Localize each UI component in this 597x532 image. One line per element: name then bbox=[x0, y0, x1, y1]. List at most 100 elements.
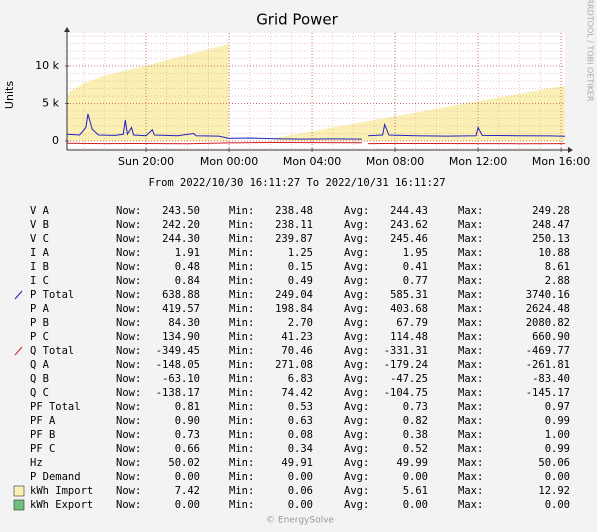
legend-value: -138.17 bbox=[156, 387, 200, 399]
period: From 2022/10/30 16:11:27 To 2022/10/31 1… bbox=[148, 177, 445, 189]
legend-column-label: Max: bbox=[458, 317, 483, 329]
legend-column-label: Min: bbox=[229, 289, 254, 301]
legend-value: 271.08 bbox=[275, 359, 313, 371]
x-tick-label: Mon 04:00 bbox=[283, 155, 341, 168]
side-label: RRDTOOL / TOBI OETIKER bbox=[586, 0, 595, 102]
legend-value: 585.31 bbox=[390, 289, 428, 301]
legend-column-label: Min: bbox=[229, 429, 254, 441]
legend-column-label: Now: bbox=[116, 373, 141, 385]
legend-value: 0.00 bbox=[175, 471, 200, 483]
legend-value: 238.48 bbox=[275, 205, 313, 217]
legend-column-label: Min: bbox=[229, 317, 254, 329]
legend-value: 2624.48 bbox=[526, 303, 570, 315]
legend-value: 10.88 bbox=[538, 247, 570, 259]
legend-column-label: Now: bbox=[116, 485, 141, 497]
legend-column-label: Avg: bbox=[344, 471, 369, 483]
legend-value: 0.41 bbox=[403, 261, 428, 273]
x-tick-label: Mon 16:00 bbox=[532, 155, 590, 168]
legend-name: PF A bbox=[30, 415, 56, 427]
legend-name: P Total bbox=[30, 289, 74, 301]
legend-name: P A bbox=[30, 303, 50, 315]
legend-column-label: Now: bbox=[116, 359, 141, 371]
legend-column-label: Now: bbox=[116, 303, 141, 315]
legend-swatch bbox=[14, 290, 23, 300]
y-tick-label: 10 k bbox=[35, 59, 59, 72]
legend-value: 5.61 bbox=[403, 485, 428, 497]
legend-name: P B bbox=[30, 317, 49, 329]
legend-value: 0.52 bbox=[403, 443, 428, 455]
legend-name: Q C bbox=[30, 387, 49, 399]
legend-value: -349.45 bbox=[156, 345, 200, 357]
legend-column-label: Now: bbox=[116, 471, 141, 483]
chart-title: Grid Power bbox=[256, 11, 338, 29]
x-tick-label: Mon 08:00 bbox=[366, 155, 424, 168]
legend-value: 0.66 bbox=[175, 443, 200, 455]
legend-name: kWh Import bbox=[30, 485, 93, 497]
legend-value: 0.99 bbox=[545, 443, 570, 455]
legend-value: -148.05 bbox=[156, 359, 200, 371]
legend-value: 0.15 bbox=[288, 261, 313, 273]
legend-column-label: Avg: bbox=[344, 219, 369, 231]
legend-column-label: Min: bbox=[229, 205, 254, 217]
legend-value: 0.53 bbox=[288, 401, 313, 413]
legend-value: 0.00 bbox=[288, 499, 313, 511]
legend-value: 249.04 bbox=[275, 289, 313, 301]
legend-value: -331.31 bbox=[384, 345, 428, 357]
legend-value: 250.13 bbox=[532, 233, 570, 245]
legend-column-label: Max: bbox=[458, 247, 483, 259]
legend-value: 0.84 bbox=[175, 275, 200, 287]
legend-column-label: Now: bbox=[116, 415, 141, 427]
legend-column-label: Max: bbox=[458, 345, 483, 357]
legend-name: PF Total bbox=[30, 401, 81, 413]
legend-column-label: Min: bbox=[229, 219, 254, 231]
legend-value: 0.00 bbox=[403, 499, 428, 511]
legend-column-label: Avg: bbox=[344, 401, 369, 413]
legend-column-label: Min: bbox=[229, 373, 254, 385]
legend-column-label: Avg: bbox=[344, 373, 369, 385]
legend-value: 0.38 bbox=[403, 429, 428, 441]
legend-value: 1.91 bbox=[175, 247, 200, 259]
legend-value: 0.90 bbox=[175, 415, 200, 427]
legend-column-label: Now: bbox=[116, 275, 141, 287]
legend-column-label: Max: bbox=[458, 275, 483, 287]
legend-value: 638.88 bbox=[162, 289, 200, 301]
legend-value: 0.81 bbox=[175, 401, 200, 413]
legend-column-label: Min: bbox=[229, 401, 254, 413]
legend-column-label: Avg: bbox=[344, 303, 369, 315]
legend-value: 67.79 bbox=[396, 317, 428, 329]
legend-value: -469.77 bbox=[526, 345, 570, 357]
legend-value: -104.75 bbox=[384, 387, 428, 399]
legend-value: 0.77 bbox=[403, 275, 428, 287]
legend-value: 0.99 bbox=[545, 415, 570, 427]
legend-swatch bbox=[13, 485, 25, 497]
legend-value: 244.43 bbox=[390, 205, 428, 217]
legend-column-label: Max: bbox=[458, 429, 483, 441]
legend-value: 244.30 bbox=[162, 233, 200, 245]
legend-column-label: Min: bbox=[229, 345, 254, 357]
legend-value: 70.46 bbox=[281, 345, 313, 357]
legend-column-label: Min: bbox=[229, 247, 254, 259]
legend-value: 0.48 bbox=[175, 261, 200, 273]
legend-name: V A bbox=[30, 205, 50, 217]
legend-value: 41.23 bbox=[281, 331, 313, 343]
legend-name: I B bbox=[30, 261, 49, 273]
legend-value: 243.50 bbox=[162, 205, 200, 217]
x-tick-label: Sun 20:00 bbox=[118, 155, 174, 168]
legend-name: I C bbox=[30, 275, 49, 287]
legend-name: PF C bbox=[30, 443, 55, 455]
legend-column-label: Max: bbox=[458, 303, 483, 315]
legend-value: 660.90 bbox=[532, 331, 570, 343]
legend-value: 238.11 bbox=[275, 219, 313, 231]
legend-column-label: Avg: bbox=[344, 205, 369, 217]
legend-column-label: Avg: bbox=[344, 261, 369, 273]
legend-column-label: Avg: bbox=[344, 485, 369, 497]
legend-value: 0.08 bbox=[288, 429, 313, 441]
legend-column-label: Min: bbox=[229, 457, 254, 469]
legend-name: V C bbox=[30, 233, 49, 245]
x-tick-label: Mon 12:00 bbox=[449, 155, 507, 168]
legend-column-label: Now: bbox=[116, 457, 141, 469]
legend-name: Hz bbox=[30, 457, 43, 469]
legend-value: 8.61 bbox=[545, 261, 570, 273]
legend-column-label: Max: bbox=[458, 499, 483, 511]
